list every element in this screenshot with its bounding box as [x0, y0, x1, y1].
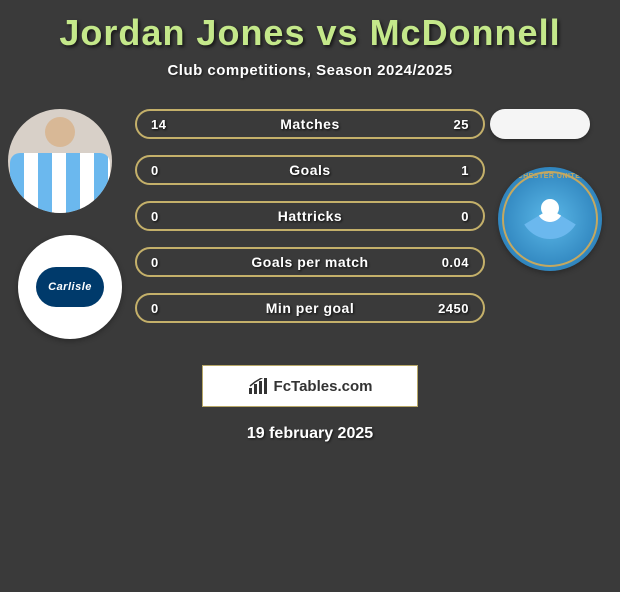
stat-left-value: 0: [151, 255, 159, 270]
stat-left-value: 0: [151, 209, 159, 224]
player2-avatar: [490, 109, 590, 139]
stat-label: Goals per match: [251, 254, 368, 270]
stat-left-value: 0: [151, 301, 159, 316]
stat-label: Hattricks: [278, 208, 342, 224]
club2-badge: COLCHESTER UNITED FC: [498, 167, 602, 271]
brand-logo[interactable]: FcTables.com: [202, 365, 418, 407]
stat-left-value: 14: [151, 117, 166, 132]
stat-right-value: 0.04: [442, 255, 469, 270]
stat-label: Goals: [289, 162, 330, 178]
club1-badge-text: Carlisle: [36, 267, 104, 307]
player1-neck: [45, 117, 75, 147]
vs-text: vs: [317, 12, 359, 53]
club2-badge-text: COLCHESTER UNITED FC: [498, 173, 602, 180]
comparison-title: Jordan Jones vs McDonnell: [0, 12, 620, 54]
stat-row-goals-per-match: 0 Goals per match 0.04: [135, 247, 485, 277]
club1-badge: Carlisle: [18, 235, 122, 339]
comparison-content: Carlisle COLCHESTER UNITED FC 14 Matches…: [0, 109, 620, 349]
chart-icon: [248, 378, 268, 394]
stat-right-value: 1: [461, 163, 469, 178]
stat-row-goals: 0 Goals 1: [135, 155, 485, 185]
comparison-date: 19 february 2025: [0, 425, 620, 443]
player2-name: McDonnell: [370, 12, 561, 53]
stat-row-min-per-goal: 0 Min per goal 2450: [135, 293, 485, 323]
stat-label: Matches: [280, 116, 340, 132]
stat-right-value: 25: [454, 117, 469, 132]
stat-right-value: 0: [461, 209, 469, 224]
stat-left-value: 0: [151, 163, 159, 178]
stat-row-matches: 14 Matches 25: [135, 109, 485, 139]
player1-avatar: [8, 109, 112, 213]
brand-text: FcTables.com: [274, 378, 373, 395]
stat-label: Min per goal: [266, 300, 354, 316]
player1-jersey: [10, 153, 110, 213]
stat-row-hattricks: 0 Hattricks 0: [135, 201, 485, 231]
comparison-subtitle: Club competitions, Season 2024/2025: [0, 62, 620, 79]
player1-name: Jordan Jones: [59, 12, 305, 53]
eagle-icon: [520, 189, 580, 249]
stats-table: 14 Matches 25 0 Goals 1 0 Hattricks 0 0 …: [135, 109, 485, 339]
stat-right-value: 2450: [438, 301, 469, 316]
